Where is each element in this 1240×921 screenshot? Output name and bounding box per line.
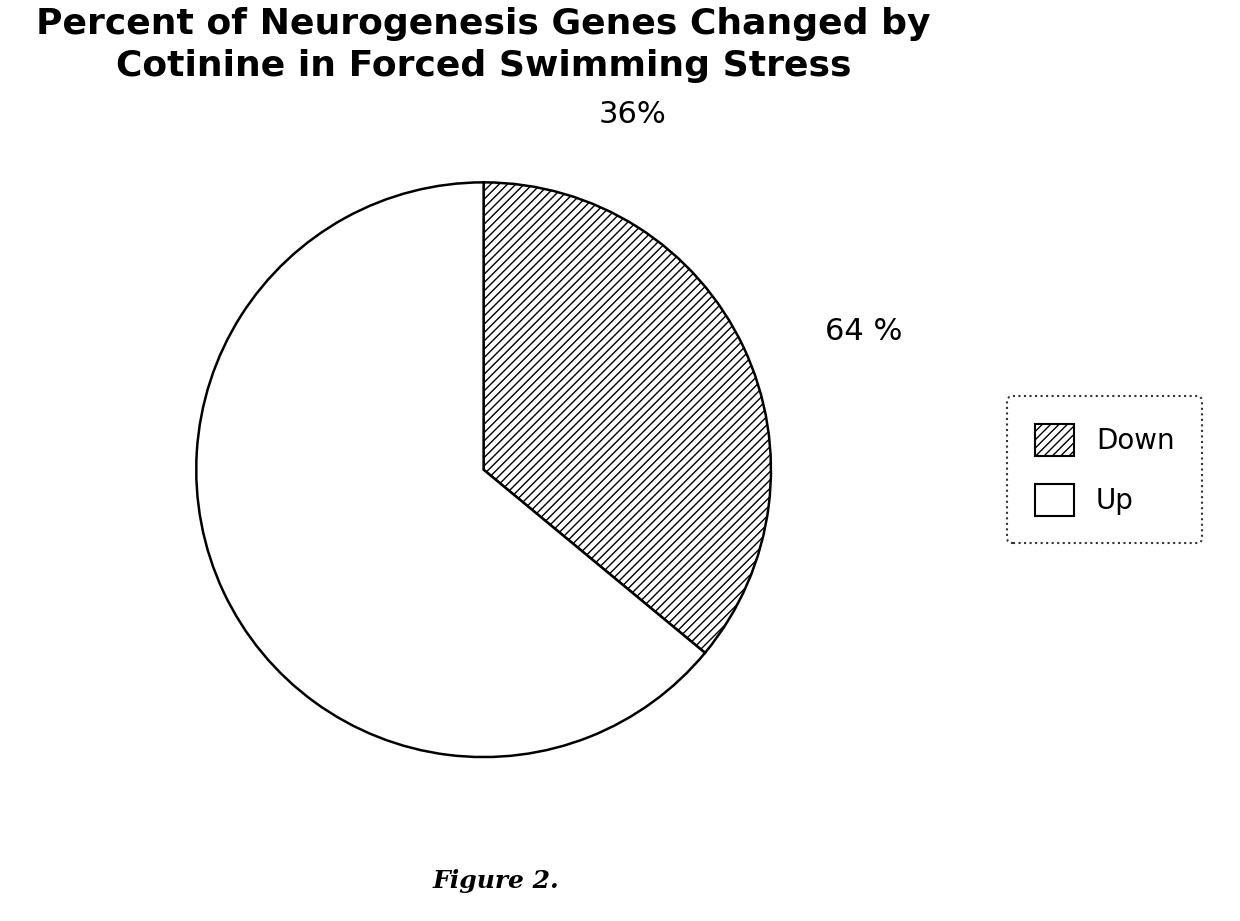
Text: Figure 2.: Figure 2. [433,869,559,893]
Wedge shape [196,182,706,757]
Text: 64 %: 64 % [825,318,901,346]
Title: Percent of Neurogenesis Genes Changed by
Cotinine in Forced Swimming Stress: Percent of Neurogenesis Genes Changed by… [36,6,931,83]
Wedge shape [484,182,771,653]
Legend: Down, Up: Down, Up [1007,396,1203,543]
Text: 36%: 36% [599,100,667,129]
